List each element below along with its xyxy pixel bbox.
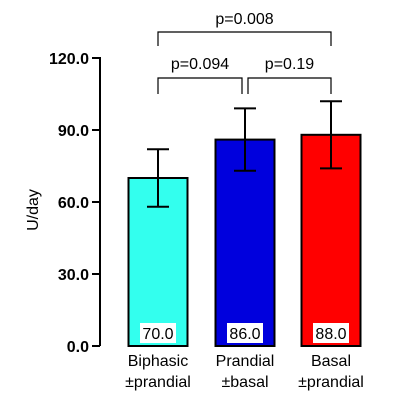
p-value-label: p=0.19 (265, 56, 314, 73)
y-tick-label: 60.0 (58, 195, 89, 212)
bar (214, 138, 276, 347)
y-axis-label: U/day (25, 189, 42, 231)
value-label-box (140, 323, 176, 343)
significance-bracket (157, 77, 243, 94)
category-label: ±prandial (125, 374, 191, 391)
y-tick-label: 90.0 (58, 123, 89, 140)
p-value-label: p=0.008 (215, 11, 273, 28)
category-label: ±prandial (298, 374, 364, 391)
category-label: ±basal (221, 374, 268, 391)
significance-bracket (157, 31, 332, 46)
y-tick-label: 0.0 (67, 339, 89, 356)
category-label: Biphasic (128, 353, 188, 370)
category-label: Basal (311, 353, 351, 370)
y-tick-label: 30.0 (58, 267, 89, 284)
p-value-label: p=0.094 (171, 56, 229, 73)
value-label: 70.0 (142, 326, 173, 343)
y-tick-label: 120.0 (49, 51, 89, 68)
significance-bracket (247, 77, 332, 94)
value-label-box (227, 323, 263, 343)
bar (300, 133, 362, 347)
value-label: 88.0 (315, 326, 346, 343)
value-label: 86.0 (229, 326, 260, 343)
value-label-box (313, 323, 349, 343)
category-label: Prandial (216, 353, 275, 370)
